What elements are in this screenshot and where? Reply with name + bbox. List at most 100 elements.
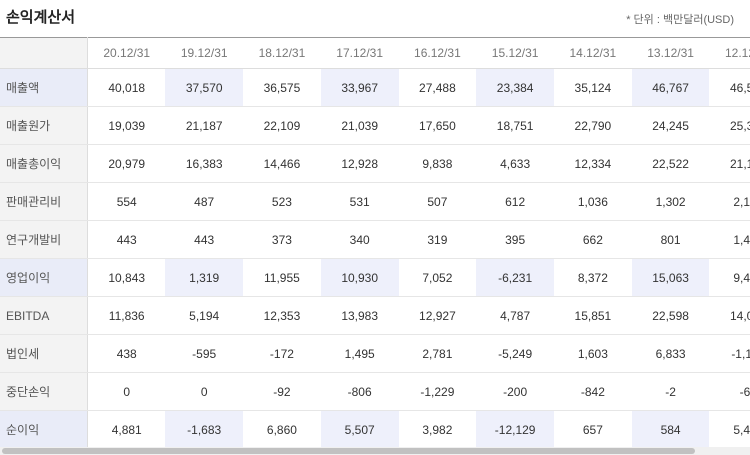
- table-cell: 6,833: [631, 334, 710, 373]
- unit-note: * 단위 : 백만달러(USD): [626, 14, 734, 26]
- table-cell: -2: [631, 372, 710, 411]
- table-cell: 20,979: [87, 144, 166, 183]
- table-cell: 3,982: [398, 410, 477, 447]
- table-cell: 1,495: [320, 334, 399, 373]
- table-row: EBITDA 11,836 5,194 12,353 13,983 12,927 4,787…: [0, 296, 750, 335]
- table-cell: 443: [87, 220, 166, 259]
- table-cell: 1,302: [631, 182, 710, 221]
- table-cell: 523: [243, 182, 321, 221]
- table-cell: 35,124: [554, 68, 632, 107]
- column-header: 12.12/31: [709, 37, 750, 69]
- table-cell: 11,955: [243, 258, 321, 297]
- table-cell: 612: [476, 182, 554, 221]
- table-cell: 1,036: [554, 182, 632, 221]
- table-cell: 443: [165, 220, 244, 259]
- table-cell: 23,384: [476, 68, 554, 107]
- table-cell: 0: [87, 372, 166, 411]
- scrollbar-thumb[interactable]: [2, 448, 695, 454]
- table-cell: 12,353: [243, 296, 321, 335]
- table-cell: 21,187: [165, 106, 244, 145]
- table-cell: 24,245: [631, 106, 710, 145]
- table-cell: 22,109: [243, 106, 321, 145]
- table-cell: 554: [87, 182, 166, 221]
- table-cell: 33,967: [320, 68, 399, 107]
- table-cell: 10,843: [87, 258, 166, 297]
- table-cell: 4,787: [476, 296, 554, 335]
- row-label: 중단손익: [0, 372, 89, 411]
- row-label: EBITDA: [0, 296, 89, 335]
- row-label: 법인세: [0, 334, 89, 373]
- table-cell: 4,881: [87, 410, 166, 447]
- table-cell: -595: [165, 334, 244, 373]
- horizontal-scrollbar[interactable]: [0, 447, 750, 455]
- column-header: 17.12/31: [320, 37, 399, 69]
- table-cell: -5,249: [476, 334, 554, 373]
- table-cell: 36,575: [243, 68, 321, 107]
- table-cell: 12,334: [554, 144, 632, 183]
- page-title: 손익계산서: [6, 9, 76, 26]
- table-cell: 340: [320, 220, 399, 259]
- table-header-corner: [0, 37, 89, 69]
- table-cell: 22,522: [631, 144, 710, 183]
- row-label: 매출액: [0, 68, 89, 107]
- table-cell: 46,553: [709, 68, 750, 107]
- table-cell: -12,129: [476, 410, 554, 447]
- table-cell: 1,465: [709, 220, 750, 259]
- table-cell: 657: [554, 410, 632, 447]
- row-label: 순이익: [0, 410, 89, 447]
- table-cell: 5,194: [165, 296, 244, 335]
- table-cell: 12,928: [320, 144, 399, 183]
- table-row: 순이익 4,881 -1,683 6,860 5,507 3,982 -12,129 657 5…: [0, 410, 750, 447]
- table-cell: 507: [398, 182, 477, 221]
- table-cell: 10,930: [320, 258, 399, 297]
- column-header: 15.12/31: [476, 37, 554, 69]
- table-cell: -1,174: [709, 334, 750, 373]
- table-cell: 22,790: [554, 106, 632, 145]
- row-label: 판매관리비: [0, 182, 89, 221]
- table-cell: 5,507: [320, 410, 399, 447]
- table-cell: -1,229: [398, 372, 477, 411]
- table-cell: 37,570: [165, 68, 244, 107]
- table-cell: 2,172: [709, 182, 750, 221]
- row-label: 영업이익: [0, 258, 89, 297]
- table-cell: -200: [476, 372, 554, 411]
- table-cell: 373: [243, 220, 321, 259]
- table-cell: 438: [87, 334, 166, 373]
- table-cell: 14,052: [709, 296, 750, 335]
- table-cell: 1,603: [554, 334, 632, 373]
- table-cell: -6,231: [476, 258, 554, 297]
- table-row: 법인세 438 -595 -172 1,495 2,781 -5,249 1,603 6,833…: [0, 334, 750, 373]
- table-cell: 9,838: [398, 144, 477, 183]
- row-label: 매출총이익: [0, 144, 89, 183]
- table-cell: 8,372: [554, 258, 632, 297]
- table-cell: -806: [320, 372, 399, 411]
- income-statement-table: 20.12/31 19.12/31 18.12/31 17.12/31 16.12/31…: [0, 37, 750, 447]
- table-cell: 319: [398, 220, 477, 259]
- table-cell: 15,063: [631, 258, 710, 297]
- column-header: 20.12/31: [87, 37, 166, 69]
- table-cell: 2,781: [398, 334, 477, 373]
- table-cell: 9,409: [709, 258, 750, 297]
- table-cell: 25,390: [709, 106, 750, 145]
- table-cell: 22,598: [631, 296, 710, 335]
- table-cell: 5,454: [709, 410, 750, 447]
- table-cell: 15,851: [554, 296, 632, 335]
- table-cell: 46,767: [631, 68, 710, 107]
- table-cell: -172: [243, 334, 321, 373]
- table-cell: 27,488: [398, 68, 477, 107]
- table-cell: 14,466: [243, 144, 321, 183]
- table-cell: 40,018: [87, 68, 166, 107]
- column-header: 18.12/31: [243, 37, 321, 69]
- table-cell: 18,751: [476, 106, 554, 145]
- table-row: 매출액 40,018 37,570 36,575 33,967 27,488 23,384 3…: [0, 68, 750, 107]
- table-cell: 584: [631, 410, 710, 447]
- table-header-row: 20.12/31 19.12/31 18.12/31 17.12/31 16.12/31…: [0, 37, 750, 69]
- table-row: 매출총이익 20,979 16,383 14,466 12,928 9,838 4,633 1…: [0, 144, 750, 183]
- table-cell: 19,039: [87, 106, 166, 145]
- table-row: 영업이익 10,843 1,319 11,955 10,930 7,052 -6,231 8,…: [0, 258, 750, 297]
- table-cell: 1,319: [165, 258, 244, 297]
- header: 손익계산서 * 단위 : 백만달러(USD): [0, 0, 750, 37]
- table-cell: 4,633: [476, 144, 554, 183]
- column-header: 14.12/31: [554, 37, 632, 69]
